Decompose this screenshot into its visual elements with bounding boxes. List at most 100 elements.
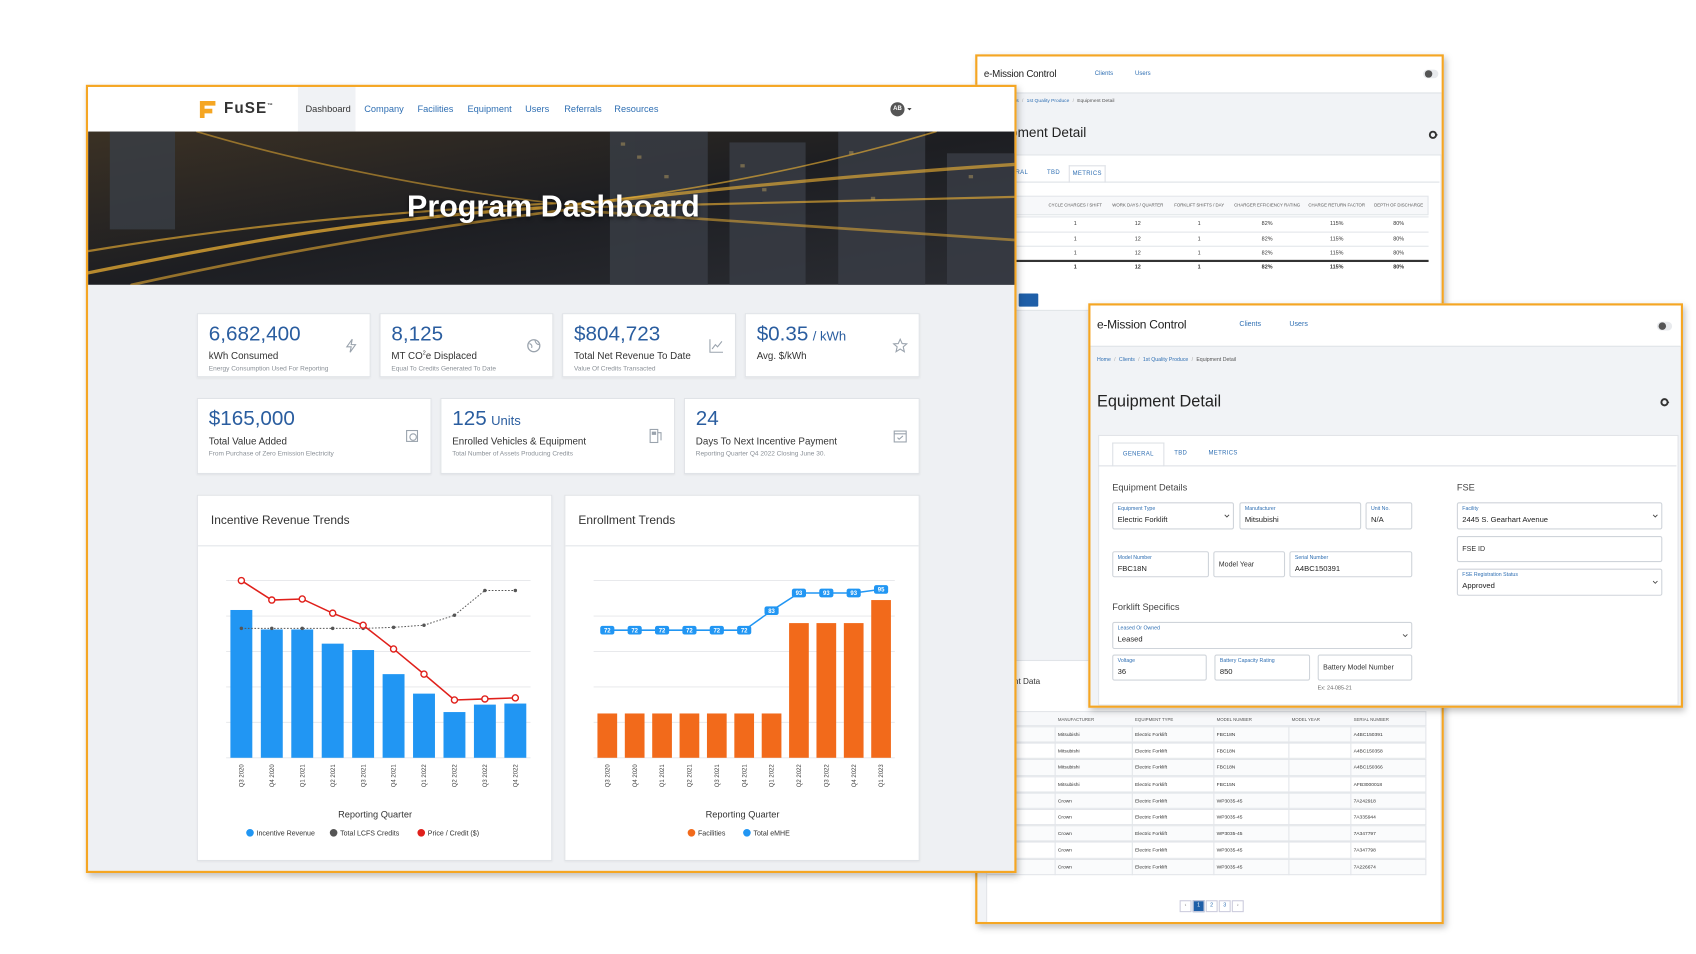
field-label: Facility bbox=[1462, 506, 1479, 513]
page-link[interactable]: 1 bbox=[1192, 900, 1205, 913]
breadcrumb-item[interactable]: Home bbox=[1096, 357, 1111, 364]
cell-border bbox=[1054, 742, 1056, 760]
stat-note: Total Number of Assets Producing Credits bbox=[452, 451, 574, 458]
breadcrumb-item[interactable]: 1st Quality Produce bbox=[1026, 97, 1070, 104]
bar bbox=[789, 623, 809, 758]
save-button[interactable] bbox=[1018, 293, 1039, 307]
tab[interactable]: METRICS bbox=[1208, 450, 1238, 457]
x-tick-label: Q3 2021 bbox=[715, 764, 721, 788]
cell-border bbox=[1350, 759, 1352, 776]
nav-link[interactable]: Equipment bbox=[467, 103, 512, 115]
stat-label: Avg. $/kWh bbox=[756, 350, 807, 361]
tab[interactable]: GENERAL bbox=[1112, 442, 1165, 467]
tab[interactable]: TBD bbox=[1174, 450, 1188, 457]
breadcrumb-item[interactable]: Clients bbox=[1118, 357, 1135, 364]
field-label: Manufacturer bbox=[1244, 506, 1276, 513]
page-link[interactable]: 3 bbox=[1218, 900, 1231, 913]
table-cell: 7A335944 bbox=[1353, 814, 1376, 820]
stat-value-row: 8,125 bbox=[391, 323, 443, 347]
cell-border bbox=[1054, 792, 1056, 809]
breadcrumb-item[interactable]: 1st Quality Produce bbox=[1142, 357, 1189, 364]
table-cell: 115% bbox=[1329, 235, 1344, 243]
field-value: Approved bbox=[1462, 582, 1495, 591]
legend-label: Total eMHE bbox=[753, 831, 790, 838]
legend-label: Price / Credit ($) bbox=[428, 831, 479, 838]
field-label: Equipment Type bbox=[1117, 506, 1156, 513]
stat-value: 6,682,400 bbox=[208, 322, 301, 346]
table-cell: 82% bbox=[1261, 264, 1273, 271]
cell-border bbox=[1350, 775, 1352, 793]
nav-link[interactable]: Clients bbox=[1239, 320, 1262, 329]
data-label-box bbox=[764, 606, 779, 616]
form-field[interactable]: Model Number FBC18N bbox=[1112, 551, 1209, 578]
separator: / bbox=[1138, 357, 1140, 364]
form-field[interactable]: Battery Capacity Rating 850 bbox=[1214, 654, 1311, 681]
stat-card: 6,682,400 kWh Consumed Energy Consumption … bbox=[196, 313, 371, 378]
form-field[interactable]: Manufacturer Mitsubishi bbox=[1239, 502, 1362, 530]
cell-border bbox=[1213, 841, 1215, 859]
user-menu[interactable] bbox=[1656, 321, 1673, 331]
form-field[interactable]: Serial Number A4BC150391 bbox=[1289, 551, 1413, 578]
cell-border bbox=[1213, 808, 1215, 826]
data-label: 72 bbox=[631, 628, 638, 634]
page-link[interactable]: 2 bbox=[1205, 900, 1218, 913]
prev-page[interactable]: ‹ bbox=[1179, 900, 1192, 913]
table-cell: Electric Forklift bbox=[1135, 764, 1168, 771]
table-cell: FBC15N bbox=[1216, 781, 1236, 787]
form-field[interactable]: FSE Registration Status Approved bbox=[1456, 568, 1663, 596]
nav-link[interactable]: Users bbox=[1135, 70, 1151, 78]
nav-link[interactable]: Facilities bbox=[417, 103, 454, 115]
form-field[interactable]: FSE ID bbox=[1456, 535, 1663, 563]
form-field[interactable]: Unit No. N/A bbox=[1365, 502, 1413, 530]
next-page[interactable]: › bbox=[1231, 900, 1244, 913]
legend-label: Incentive Revenue bbox=[257, 831, 315, 838]
user-icon bbox=[1424, 70, 1433, 78]
hero-image bbox=[88, 131, 1015, 285]
tab[interactable]: TBD bbox=[1047, 169, 1060, 177]
form-field[interactable]: Battery Model Number bbox=[1317, 654, 1413, 681]
stat-value-row: $0.35/ kWh bbox=[757, 323, 846, 347]
table-cell: WP3035-45 bbox=[1216, 847, 1243, 853]
form-field[interactable]: Facility 2445 S. Gearhart Avenue bbox=[1456, 502, 1663, 530]
chart: Enrollment Trends Q3 2020 Q4 2020 Q1 2021 Q2… bbox=[565, 513, 919, 838]
bar bbox=[816, 623, 837, 758]
table-cell: 12 bbox=[1134, 235, 1141, 243]
table-cell: 82% bbox=[1261, 220, 1273, 228]
cell-border bbox=[1288, 775, 1290, 793]
nav-link[interactable]: Referrals bbox=[564, 103, 602, 115]
bar bbox=[624, 713, 645, 758]
x-tick-label: Q3 2020 bbox=[605, 764, 611, 788]
x-tick-label: Q1 2023 bbox=[879, 764, 885, 788]
tab[interactable]: METRICS bbox=[1068, 165, 1106, 183]
user-menu[interactable] bbox=[1423, 69, 1439, 79]
cell-border bbox=[1350, 726, 1352, 743]
data-label-box bbox=[654, 625, 670, 635]
nav-link[interactable]: Resources bbox=[614, 103, 659, 115]
dropdown-caret bbox=[1652, 580, 1658, 584]
table-cell: Mitsubishi bbox=[1057, 764, 1080, 771]
cell-border bbox=[1350, 825, 1352, 842]
x-tick-label: Q4 2022 bbox=[514, 764, 520, 788]
nav-link[interactable]: Dashboard bbox=[305, 103, 351, 115]
form-field[interactable]: Voltage 36 bbox=[1112, 654, 1207, 681]
nav-link[interactable]: Users bbox=[1289, 320, 1308, 329]
legend-swatch bbox=[417, 828, 426, 837]
form-field[interactable]: Equipment Type Electric Forklift bbox=[1112, 502, 1234, 530]
form-field[interactable]: Leased Or Owned Leased bbox=[1112, 621, 1413, 650]
breadcrumb-item[interactable]: Equipment Detail bbox=[1196, 357, 1237, 364]
x-tick-label: Q3 2022 bbox=[824, 764, 830, 788]
cell-border bbox=[1288, 792, 1290, 809]
field-value: 2445 S. Gearhart Avenue bbox=[1462, 516, 1549, 525]
user-menu[interactable]: AB bbox=[888, 101, 916, 117]
nav-link[interactable]: Company bbox=[364, 103, 404, 115]
breadcrumb-item[interactable]: Equipment Detail bbox=[1077, 97, 1115, 104]
field-value: Leased bbox=[1117, 636, 1143, 644]
section-title: FSE bbox=[1456, 481, 1475, 493]
nav-link[interactable]: Clients bbox=[1094, 70, 1114, 78]
form-field[interactable]: Model Year bbox=[1213, 551, 1286, 578]
nav-link[interactable]: Users bbox=[525, 103, 550, 115]
x-tick-label: Q1 2022 bbox=[422, 764, 428, 788]
settings-icon bbox=[1428, 130, 1438, 139]
stat-note: From Purchase of Zero Emission Electrici… bbox=[208, 451, 334, 458]
cell-border bbox=[1213, 858, 1215, 875]
